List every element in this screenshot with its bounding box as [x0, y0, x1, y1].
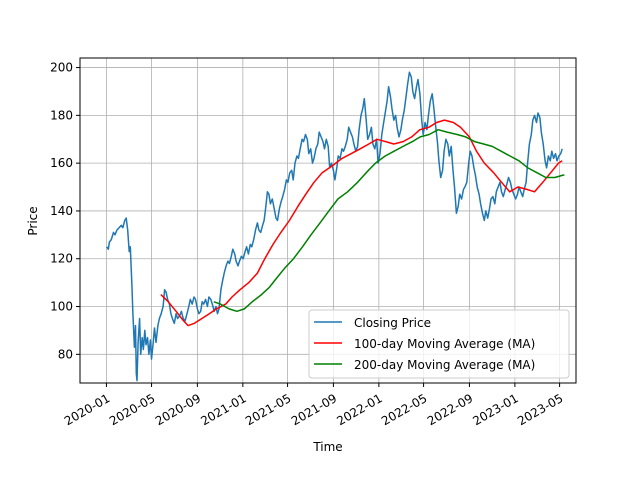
y-axis-label: Price: [26, 206, 40, 235]
legend-box: [308, 309, 570, 379]
x-axis-label: Time: [312, 440, 342, 454]
y-tick-label: 200: [50, 61, 73, 75]
y-axis-ticks: 80 100 120 140 160 180 200: [50, 61, 80, 361]
y-tick-label: 160: [50, 156, 73, 170]
ma200-line: [213, 128, 565, 313]
y-tick-label: 140: [50, 204, 73, 218]
y-tick-label: 180: [50, 108, 73, 122]
legend-label-ma100: 100-day Moving Average (MA): [354, 337, 535, 351]
legend-label-ma200: 200-day Moving Average (MA): [354, 358, 535, 372]
closing-price-line: [106, 71, 563, 382]
ma100-line: [160, 119, 563, 327]
series-lines: [106, 71, 565, 382]
y-tick-label: 100: [50, 300, 73, 314]
legend-label-closing: Closing Price: [354, 316, 431, 330]
legend: Closing Price 100-day Moving Average (MA…: [308, 309, 570, 379]
plot-frame: [79, 57, 577, 384]
y-tick-label: 120: [50, 252, 73, 266]
y-tick-label: 80: [58, 347, 73, 361]
